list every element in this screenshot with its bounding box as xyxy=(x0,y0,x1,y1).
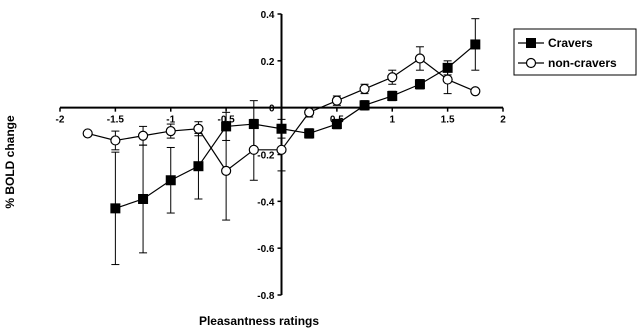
series-layer xyxy=(82,18,481,266)
data-point xyxy=(387,72,398,83)
x-tick-label: 1.5 xyxy=(441,115,455,126)
data-point xyxy=(359,100,370,111)
legend-label: non-cravers xyxy=(548,56,617,70)
data-point xyxy=(165,175,176,186)
data-point xyxy=(248,144,259,155)
y-tick-label: 0.2 xyxy=(261,57,275,68)
data-point xyxy=(110,203,121,214)
y-axis-label: % BOLD change xyxy=(3,115,17,209)
legend-marker xyxy=(525,57,537,69)
data-point xyxy=(359,83,370,95)
axes: -2-1.5-1-0.50.511.52-0.8-0.6-0.4-0.200.2… xyxy=(56,10,507,302)
data-point xyxy=(470,86,481,97)
x-tick-label: -1.5 xyxy=(107,115,125,126)
data-point xyxy=(276,144,287,155)
data-point xyxy=(304,107,315,118)
x-tick-label: 2 xyxy=(500,115,506,126)
y-tick-label: -0.6 xyxy=(257,244,275,255)
y-tick-label: -0.4 xyxy=(257,197,275,208)
x-tick-label: -1 xyxy=(166,115,175,126)
data-point xyxy=(82,128,93,139)
data-point xyxy=(110,135,121,146)
legend-box xyxy=(513,28,637,76)
legend: Cravers non-cravers xyxy=(513,28,637,76)
data-point xyxy=(414,79,425,90)
x-axis-label: Pleasantness ratings xyxy=(199,314,319,328)
data-point xyxy=(193,161,204,172)
data-point xyxy=(193,123,204,134)
x-tick-label: 1 xyxy=(389,115,395,126)
data-point xyxy=(414,53,426,64)
y-tick-label: 0.4 xyxy=(261,10,275,21)
y-tick-label: 0 xyxy=(269,104,275,115)
data-point xyxy=(304,128,315,139)
legend-marker xyxy=(526,38,536,48)
data-point xyxy=(470,39,481,50)
data-point xyxy=(138,193,149,204)
series-non-cravers xyxy=(82,46,481,221)
data-point xyxy=(331,95,342,106)
y-tick-label: -0.2 xyxy=(257,151,275,162)
data-point xyxy=(442,74,453,85)
series-cravers xyxy=(110,18,481,266)
y-tick-label: -0.8 xyxy=(257,291,275,302)
data-point xyxy=(387,90,398,101)
data-point xyxy=(165,125,176,137)
legend-label: Cravers xyxy=(548,36,593,50)
data-point xyxy=(137,130,149,141)
x-tick-label: -2 xyxy=(56,115,65,126)
data-point xyxy=(331,119,342,130)
data-point xyxy=(221,165,232,176)
